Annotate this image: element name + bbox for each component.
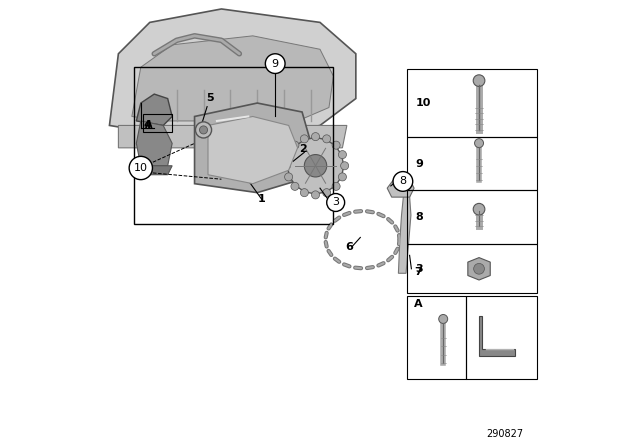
Text: 9: 9 (415, 159, 423, 168)
Bar (407, 137, 538, 190)
Circle shape (312, 133, 319, 141)
Bar (143, 114, 172, 132)
Polygon shape (387, 179, 414, 197)
Circle shape (285, 151, 292, 159)
Text: 5: 5 (207, 93, 214, 103)
Text: 2: 2 (299, 144, 307, 154)
Circle shape (474, 263, 484, 274)
Circle shape (332, 141, 340, 149)
Bar (466, 296, 538, 379)
Polygon shape (398, 184, 411, 273)
Polygon shape (136, 121, 172, 166)
Text: 9: 9 (271, 59, 279, 69)
Circle shape (129, 156, 152, 180)
Circle shape (282, 162, 291, 170)
Polygon shape (136, 94, 172, 125)
Circle shape (438, 314, 448, 323)
Text: 3: 3 (332, 198, 339, 207)
Polygon shape (468, 258, 490, 280)
Text: 290827: 290827 (486, 429, 524, 439)
Polygon shape (195, 103, 311, 193)
Bar (407, 296, 466, 379)
Text: 3: 3 (415, 264, 423, 274)
Circle shape (323, 135, 331, 143)
Polygon shape (208, 116, 298, 184)
Circle shape (291, 141, 299, 149)
Circle shape (300, 135, 308, 143)
Text: 4: 4 (143, 120, 152, 130)
Circle shape (312, 191, 319, 199)
Circle shape (393, 172, 413, 191)
Circle shape (340, 162, 349, 170)
Bar (407, 69, 538, 137)
Circle shape (195, 122, 212, 138)
Circle shape (339, 173, 346, 181)
Circle shape (474, 139, 484, 148)
Bar (407, 244, 538, 293)
Text: 1: 1 (258, 194, 266, 204)
Circle shape (266, 54, 285, 73)
Polygon shape (109, 9, 356, 134)
Circle shape (305, 155, 326, 177)
Text: 8: 8 (399, 177, 406, 186)
Polygon shape (132, 36, 333, 121)
Polygon shape (136, 166, 172, 175)
Text: A: A (414, 299, 422, 309)
Circle shape (339, 151, 346, 159)
Circle shape (473, 75, 485, 86)
Circle shape (323, 189, 331, 197)
Text: 8: 8 (415, 212, 423, 222)
Circle shape (473, 203, 485, 215)
Circle shape (327, 194, 344, 211)
Polygon shape (479, 316, 515, 356)
Circle shape (285, 173, 292, 181)
Bar (134, 67, 333, 224)
Polygon shape (118, 125, 347, 148)
Text: 10: 10 (415, 98, 431, 108)
Bar (407, 190, 538, 244)
Circle shape (200, 126, 207, 134)
Text: 7: 7 (414, 267, 422, 276)
Circle shape (288, 138, 343, 194)
Circle shape (332, 182, 340, 190)
Text: A: A (145, 120, 153, 129)
Circle shape (300, 189, 308, 197)
Text: 10: 10 (134, 163, 148, 173)
Circle shape (291, 182, 299, 190)
Text: 6: 6 (345, 242, 353, 252)
